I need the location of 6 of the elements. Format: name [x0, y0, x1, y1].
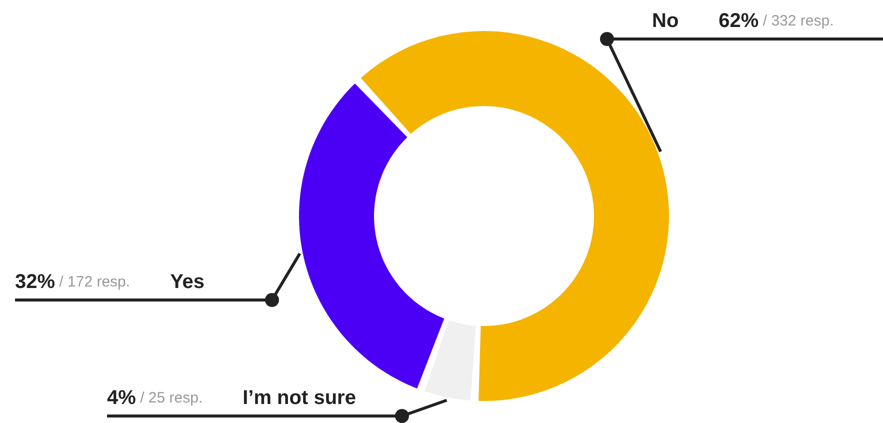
data-label: 32% / 172 resp.: [15, 271, 130, 293]
data-label: 62% / 332 resp.: [718, 10, 834, 32]
slice-label: Yes: [170, 271, 205, 293]
slice-label: No: [652, 10, 679, 32]
data-label: 4% / 25 resp.: [107, 387, 203, 409]
slice-label: I’m not sure: [242, 387, 356, 409]
